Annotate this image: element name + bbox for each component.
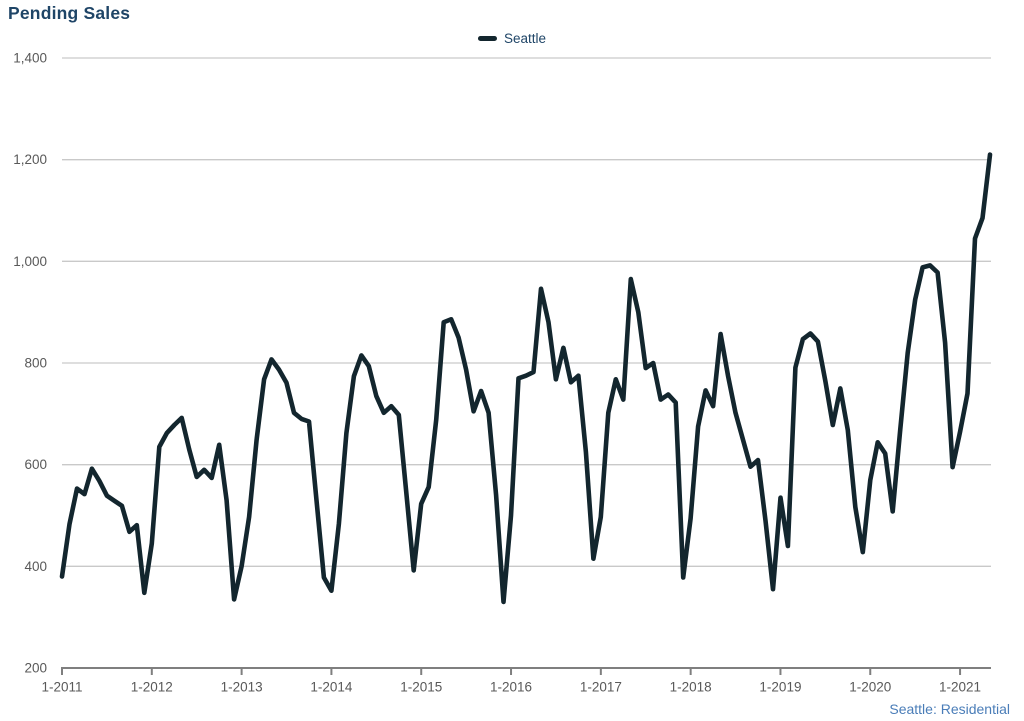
y-axis-tick-label: 1,000 xyxy=(13,254,47,269)
y-axis-tick-label: 200 xyxy=(24,661,47,676)
legend: Seattle xyxy=(477,31,547,46)
y-axis-tick-label: 400 xyxy=(24,559,47,574)
y-axis-tick-label: 1,400 xyxy=(13,51,47,66)
legend-line-swatch xyxy=(477,36,497,41)
chart-footer: Seattle: Residential xyxy=(889,701,1010,717)
series-seattle-line xyxy=(59,152,993,605)
x-axis-tick-label: 1-2016 xyxy=(490,680,532,695)
x-axis-tick-label: 1-2021 xyxy=(939,680,981,695)
x-axis-tick-label: 1-2019 xyxy=(759,680,801,695)
y-axis-tick-label: 1,200 xyxy=(13,152,47,167)
x-axis-tick-label: 1-2011 xyxy=(41,680,82,695)
x-axis-tick-label: 1-2012 xyxy=(131,680,173,695)
chart-title: Pending Sales xyxy=(8,3,131,23)
x-axis-tick-label: 1-2014 xyxy=(310,680,353,695)
y-axis-labels: 200 400 600 800 1,000 1,200 1,400 xyxy=(13,51,47,676)
y-axis-tick-label: 800 xyxy=(24,356,47,371)
axes xyxy=(61,667,991,675)
seattle-series-polyline xyxy=(59,152,993,605)
x-axis-tick-label: 1-2015 xyxy=(400,680,442,695)
x-axis-tick-label: 1-2013 xyxy=(221,680,263,695)
x-axis-tick-label: 1-2018 xyxy=(670,680,712,695)
x-axis-tick-label: 1-2017 xyxy=(580,680,622,695)
y-axis-tick-label: 600 xyxy=(24,457,47,472)
legend-label: Seattle xyxy=(503,31,547,46)
x-axis-labels: 1-2011 1-2012 1-2013 1-2014 1-2015 1-2016 1-20… xyxy=(41,680,981,695)
x-axis-tick-label: 1-2020 xyxy=(849,680,891,695)
